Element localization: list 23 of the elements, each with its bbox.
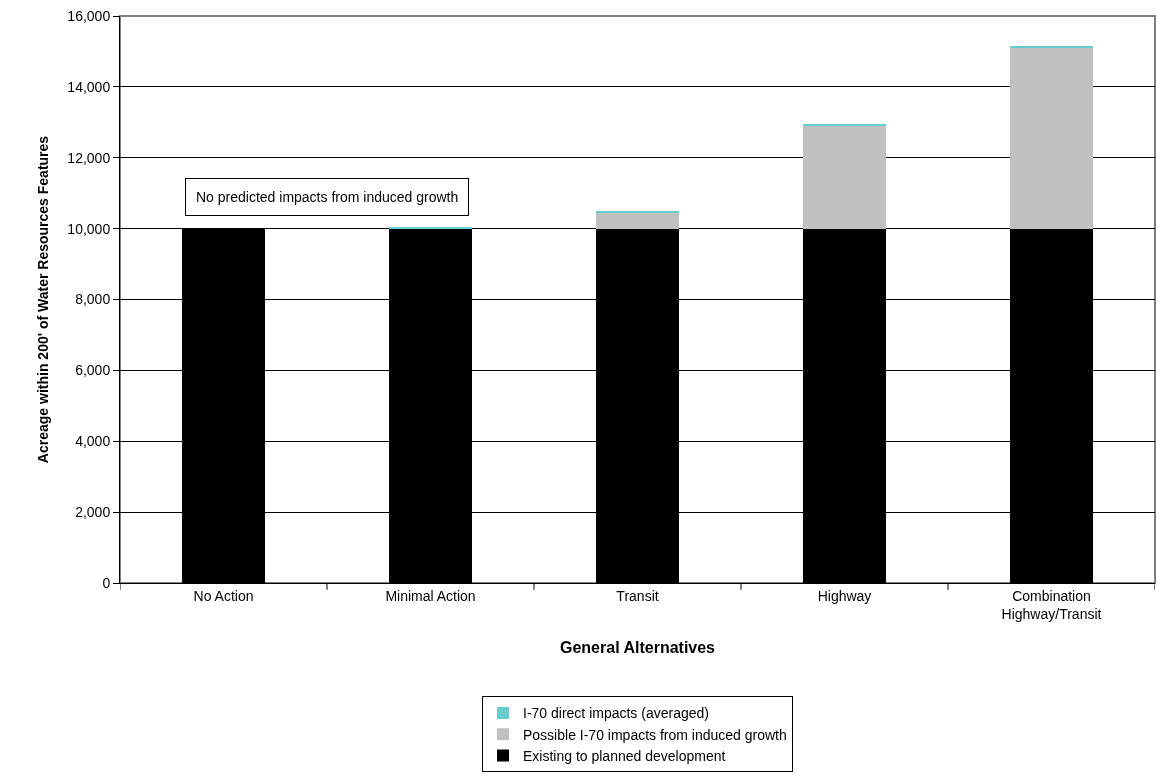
x-tick-label: Minimal Action	[385, 587, 476, 604]
legend-label: I-70 direct impacts (averaged)	[523, 705, 709, 722]
x-tick-label: No Action	[193, 587, 254, 604]
y-tick-label: 12,000	[67, 149, 111, 166]
x-tick-label: Combination Highway/Transit	[1001, 587, 1102, 622]
x-tick-label: Transit	[616, 587, 659, 604]
y-axis-title: Acreage within 200' of Water Resources Features	[34, 135, 51, 464]
y-tick-label: 16,000	[67, 7, 111, 24]
legend-label: Existing to planned development	[523, 747, 726, 764]
bar	[596, 212, 679, 229]
legend-label: Possible I-70 impacts from induced growth	[523, 726, 787, 743]
y-tick-label: 2,000	[75, 504, 111, 521]
y-tick-label: 8,000	[75, 291, 111, 308]
y-tick-label: 6,000	[75, 362, 111, 379]
y-tick-label: 14,000	[67, 78, 111, 95]
y-tick-label: 10,000	[67, 220, 111, 237]
bar	[803, 125, 886, 229]
y-tick-label: 0	[102, 574, 111, 591]
annotation: No predicted impacts from induced growth	[196, 189, 459, 205]
y-tick-label: 4,000	[75, 433, 111, 450]
bar	[1010, 47, 1093, 229]
x-axis-title: General Alternatives	[559, 638, 716, 656]
x-tick-label: Highway	[817, 587, 872, 604]
